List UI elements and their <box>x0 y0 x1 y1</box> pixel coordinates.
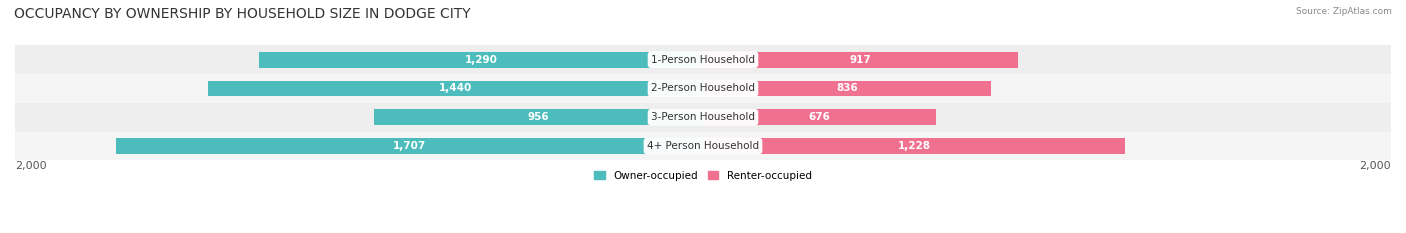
Bar <box>15 74 1391 103</box>
Text: 2,000: 2,000 <box>1360 161 1391 171</box>
Bar <box>115 138 703 154</box>
Text: 1,228: 1,228 <box>897 141 931 151</box>
Bar <box>703 81 991 96</box>
Text: 917: 917 <box>849 55 872 65</box>
Text: 2-Person Household: 2-Person Household <box>651 83 755 93</box>
Text: 956: 956 <box>527 112 550 122</box>
Bar <box>15 45 1391 74</box>
Text: 1,290: 1,290 <box>464 55 498 65</box>
Bar <box>208 81 703 96</box>
Text: 676: 676 <box>808 112 830 122</box>
Legend: Owner-occupied, Renter-occupied: Owner-occupied, Renter-occupied <box>595 171 811 181</box>
Bar <box>15 103 1391 132</box>
Bar <box>703 138 1125 154</box>
Bar <box>703 52 1018 68</box>
Text: 836: 836 <box>837 83 858 93</box>
Bar <box>259 52 703 68</box>
Text: 1,707: 1,707 <box>392 141 426 151</box>
Text: OCCUPANCY BY OWNERSHIP BY HOUSEHOLD SIZE IN DODGE CITY: OCCUPANCY BY OWNERSHIP BY HOUSEHOLD SIZE… <box>14 7 471 21</box>
Bar <box>15 132 1391 161</box>
Text: 1,440: 1,440 <box>439 83 472 93</box>
Bar <box>374 109 703 125</box>
Text: 3-Person Household: 3-Person Household <box>651 112 755 122</box>
Text: 2,000: 2,000 <box>15 161 46 171</box>
Bar <box>703 109 935 125</box>
Text: 4+ Person Household: 4+ Person Household <box>647 141 759 151</box>
Text: Source: ZipAtlas.com: Source: ZipAtlas.com <box>1296 7 1392 16</box>
Text: 1-Person Household: 1-Person Household <box>651 55 755 65</box>
